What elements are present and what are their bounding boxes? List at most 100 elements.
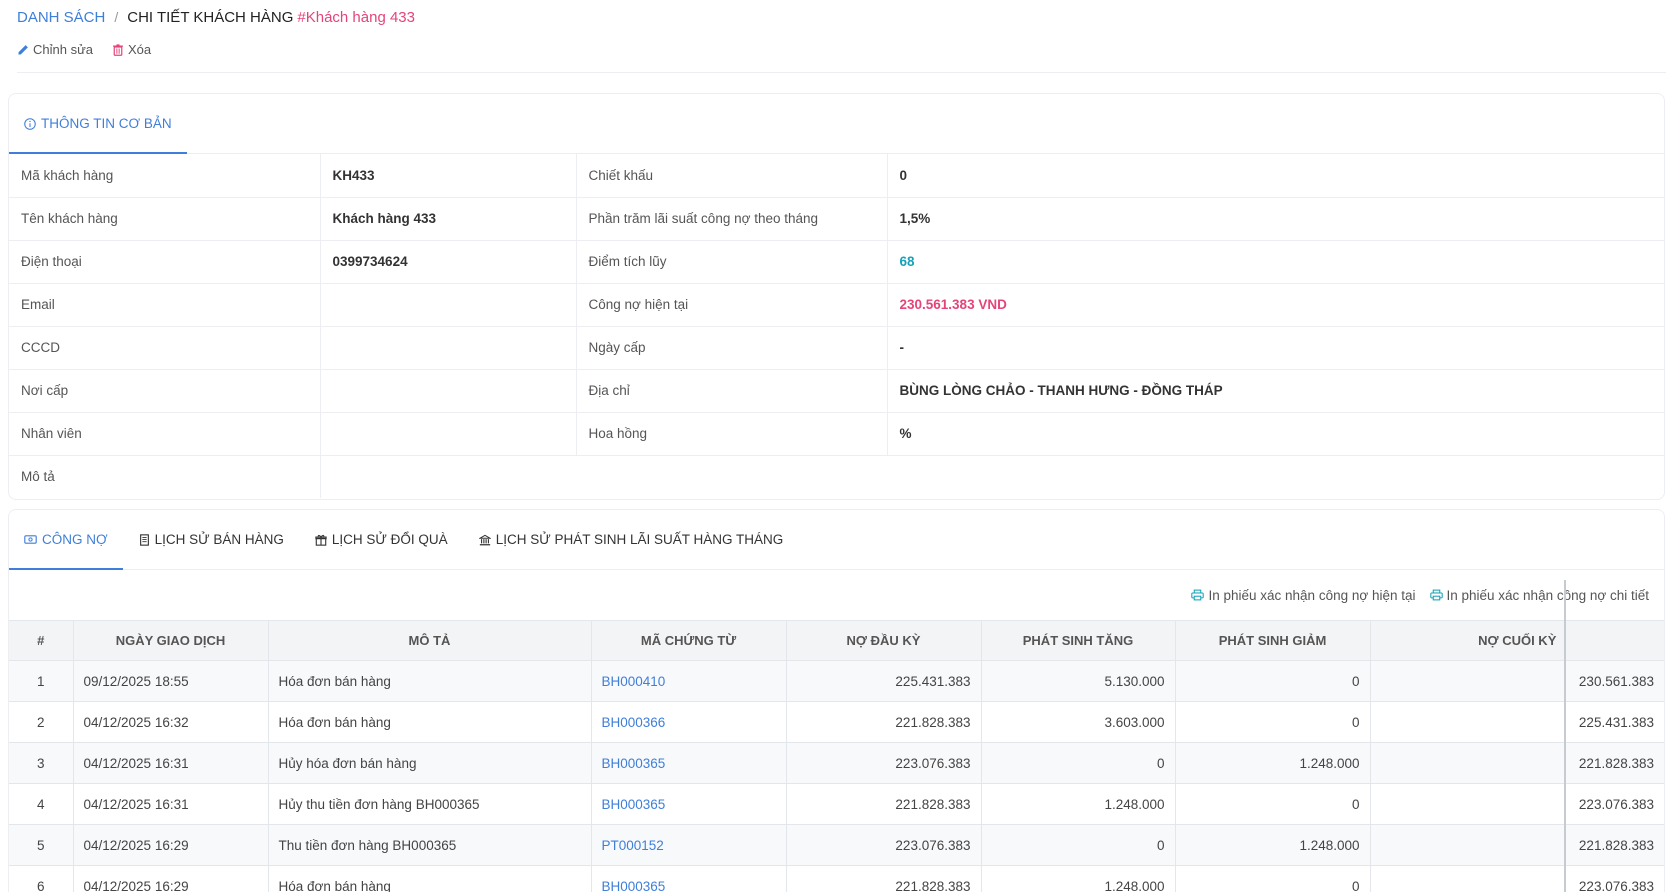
row-index: 6 <box>9 865 74 892</box>
description-value <box>320 455 1664 498</box>
closing-debt: 225.431.383 <box>1370 701 1664 743</box>
page-title: CHI TIẾT KHÁCH HÀNG <box>127 8 294 26</box>
breadcrumb: DANH SÁCH / CHI TIẾT KHÁCH HÀNG #Khách h… <box>17 7 415 27</box>
opening-debt: 221.828.383 <box>786 701 982 743</box>
row-index: 3 <box>9 742 74 784</box>
info-label: Mã khách hàng <box>9 154 321 198</box>
info-label: Phần trăm lãi suất công nợ theo tháng <box>576 197 888 241</box>
transaction-date: 09/12/2025 18:55 <box>73 660 269 702</box>
debit-amount: 1.248.000 <box>981 783 1176 825</box>
print-bar: In phiếu xác nhận công nợ hiện tại In ph… <box>9 570 1664 620</box>
table-row: 5 04/12/2025 16:29 Thu tiền đơn hàng BH0… <box>9 824 1664 866</box>
row-index: 1 <box>9 660 74 702</box>
column-header[interactable]: MÃ CHỨNG TỪ <box>591 620 787 661</box>
column-header[interactable]: # <box>9 620 74 661</box>
info-value: 0399734624 <box>320 240 577 284</box>
tab-sales-history[interactable]: LỊCH SỬ BÁN HÀNG <box>139 510 284 569</box>
column-header[interactable]: PHÁT SINH GIẢM <box>1175 620 1371 661</box>
receipt-icon <box>139 533 149 546</box>
table-row: 6 04/12/2025 16:29 Hóa đơn bán hàng BH00… <box>9 865 1664 892</box>
tab-basic-info-label: THÔNG TIN CƠ BẢN <box>41 116 172 131</box>
transaction-date: 04/12/2025 16:31 <box>73 742 269 784</box>
transaction-date: 04/12/2025 16:29 <box>73 824 269 866</box>
opening-debt: 221.828.383 <box>786 865 982 892</box>
breadcrumb-separator: / <box>114 9 119 25</box>
table-row: 3 04/12/2025 16:31 Hủy hóa đơn bán hàng … <box>9 742 1664 784</box>
voucher-code-link[interactable]: BH000365 <box>591 783 787 825</box>
closing-debt: 223.076.383 <box>1370 865 1664 892</box>
info-value: 1,5% <box>887 197 1664 241</box>
column-header[interactable]: NỢ CUỐI KỲ <box>1370 620 1664 661</box>
print-detail-debt-link[interactable]: In phiếu xác nhận công nợ chi tiết <box>1429 587 1650 603</box>
info-label: Hoa hồng <box>576 412 888 456</box>
info-row: CCCD Ngày cấp - <box>9 326 1664 370</box>
column-header[interactable]: MÔ TẢ <box>268 620 592 661</box>
print-detail-debt-label: In phiếu xác nhận công nợ chi tiết <box>1446 587 1650 603</box>
column-header[interactable]: NỢ ĐẦU KỲ <box>786 620 982 661</box>
credit-amount: 1.248.000 <box>1175 742 1371 784</box>
opening-debt: 223.076.383 <box>786 742 982 784</box>
transaction-description: Hóa đơn bán hàng <box>268 701 592 743</box>
voucher-code-link[interactable]: PT000152 <box>591 824 787 866</box>
transaction-description: Hủy hóa đơn bán hàng <box>268 742 592 784</box>
gift-icon <box>315 534 327 546</box>
voucher-code-link[interactable]: BH000410 <box>591 660 787 702</box>
info-label: Nhân viên <box>9 412 321 456</box>
info-label: Nơi cấp <box>9 369 321 413</box>
info-value <box>320 369 577 413</box>
info-value: Khách hàng 433 <box>320 197 577 241</box>
info-table: Mã khách hàng KH433 Chiết khấu 0 Tên khá… <box>9 154 1664 498</box>
info-value: KH433 <box>320 154 577 198</box>
credit-amount: 1.248.000 <box>1175 824 1371 866</box>
tab-interest-history-label: LỊCH SỬ PHÁT SINH LÃI SUẤT HÀNG THÁNG <box>495 532 784 547</box>
tab-interest-history[interactable]: LỊCH SỬ PHÁT SINH LÃI SUẤT HÀNG THÁNG <box>478 510 784 569</box>
info-row: Tên khách hàng Khách hàng 433 Phần trăm … <box>9 197 1664 241</box>
row-index: 2 <box>9 701 74 743</box>
customer-tag: #Khách hàng 433 <box>297 8 415 26</box>
column-header[interactable]: PHÁT SINH TĂNG <box>981 620 1176 661</box>
closing-debt: 230.561.383 <box>1370 660 1664 702</box>
closing-debt: 221.828.383 <box>1370 824 1664 866</box>
breadcrumb-list-link[interactable]: DANH SÁCH <box>17 8 106 26</box>
table-row: 4 04/12/2025 16:31 Hủy thu tiền đơn hàng… <box>9 783 1664 825</box>
tab-debt[interactable]: CÔNG NỢ <box>9 510 123 570</box>
closing-debt: 221.828.383 <box>1370 742 1664 784</box>
printer-icon <box>1429 589 1443 601</box>
info-row: Email Công nợ hiện tại 230.561.383 VND <box>9 283 1664 327</box>
tab-gift-history[interactable]: LỊCH SỬ ĐỔI QUÀ <box>315 510 448 569</box>
debit-amount: 0 <box>981 742 1176 784</box>
debit-amount: 3.603.000 <box>981 701 1176 743</box>
credit-amount: 0 <box>1175 701 1371 743</box>
tab-debt-label: CÔNG NỢ <box>42 532 108 547</box>
column-header[interactable]: NGÀY GIAO DỊCH <box>73 620 269 661</box>
info-icon <box>24 117 36 130</box>
print-current-debt-label: In phiếu xác nhận công nợ hiện tại <box>1208 587 1416 603</box>
scrollbar[interactable] <box>1564 580 1566 892</box>
info-row: Mô tả <box>9 455 1664 498</box>
opening-debt: 221.828.383 <box>786 783 982 825</box>
info-label: Công nợ hiện tại <box>576 283 888 327</box>
info-value: BÙNG LÒNG CHẢO - THANH HƯNG - ĐỒNG THÁP <box>887 369 1664 413</box>
money-icon <box>24 535 37 544</box>
transaction-description: Hóa đơn bán hàng <box>268 865 592 892</box>
voucher-code-link[interactable]: BH000365 <box>591 865 787 892</box>
info-label: Chiết khấu <box>576 154 888 198</box>
delete-button[interactable]: Xóa <box>112 42 151 57</box>
info-label: Điện thoại <box>9 240 321 284</box>
voucher-code-link[interactable]: BH000366 <box>591 701 787 743</box>
edit-button-label: Chỉnh sửa <box>33 42 94 57</box>
print-current-debt-link[interactable]: In phiếu xác nhận công nợ hiện tại <box>1191 587 1416 603</box>
transaction-description: Hủy thu tiền đơn hàng BH000365 <box>268 783 592 825</box>
voucher-code-link[interactable]: BH000365 <box>591 742 787 784</box>
edit-button[interactable]: Chỉnh sửa <box>17 42 93 57</box>
transaction-date: 04/12/2025 16:29 <box>73 865 269 892</box>
tab-basic-info[interactable]: THÔNG TIN CƠ BẢN <box>9 94 187 154</box>
loyalty-points-value: 68 <box>887 240 1664 284</box>
info-row: Mã khách hàng KH433 Chiết khấu 0 <box>9 154 1664 198</box>
pencil-icon <box>18 44 28 54</box>
info-value <box>320 412 577 456</box>
info-label: CCCD <box>9 326 321 370</box>
printer-icon <box>1191 589 1205 601</box>
transaction-date: 04/12/2025 16:31 <box>73 783 269 825</box>
info-label: Điểm tích lũy <box>576 240 888 284</box>
